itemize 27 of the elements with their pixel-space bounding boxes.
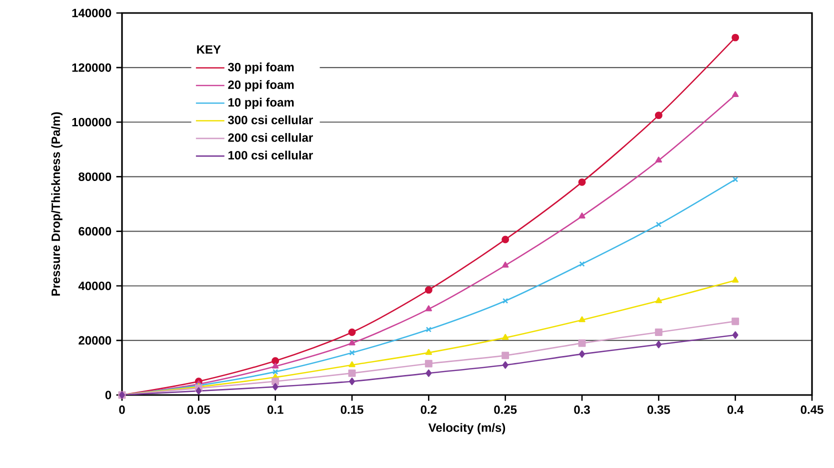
y-tick-label: 140000 bbox=[72, 8, 112, 18]
x-tick-label: 0.2 bbox=[420, 405, 437, 414]
x-tick-label: 0.05 bbox=[187, 405, 210, 414]
y-axis-title: Pressure Drop/Thickness (Pa/m) bbox=[51, 112, 62, 296]
y-tick-label: 100000 bbox=[72, 118, 112, 126]
legend-label: 300 csi cellular bbox=[228, 115, 313, 124]
x-tick-label: 0 bbox=[119, 405, 125, 414]
legend-title: KEY bbox=[197, 45, 221, 54]
x-tick-label: 0.3 bbox=[574, 405, 590, 414]
x-tick-label: 0.15 bbox=[340, 405, 364, 414]
legend-label: 20 ppi foam bbox=[228, 80, 294, 92]
x-tick-label: 0.45 bbox=[800, 405, 824, 414]
y-tick-label: 20000 bbox=[78, 336, 112, 345]
y-tick-label: 120000 bbox=[72, 63, 112, 72]
x-tick-label: 0.35 bbox=[647, 405, 670, 414]
x-axis-title: Velocity (m/s) bbox=[428, 423, 506, 434]
y-tick-label: 0 bbox=[105, 390, 112, 400]
legend-label: 100 csi cellular bbox=[228, 150, 313, 160]
y-tick-label: 40000 bbox=[78, 282, 112, 290]
y-tick-label: 60000 bbox=[78, 227, 112, 236]
x-tick-label: 0.1 bbox=[267, 405, 284, 414]
legend-label: 10 ppi foam bbox=[228, 98, 294, 109]
legend-label: 200 csi cellular bbox=[228, 133, 313, 142]
x-tick-label: 0.25 bbox=[494, 405, 517, 414]
y-tick-label: 80000 bbox=[78, 172, 112, 181]
legend-label: 30 ppi foam bbox=[228, 62, 294, 74]
x-tick-label: 0.4 bbox=[727, 405, 744, 414]
